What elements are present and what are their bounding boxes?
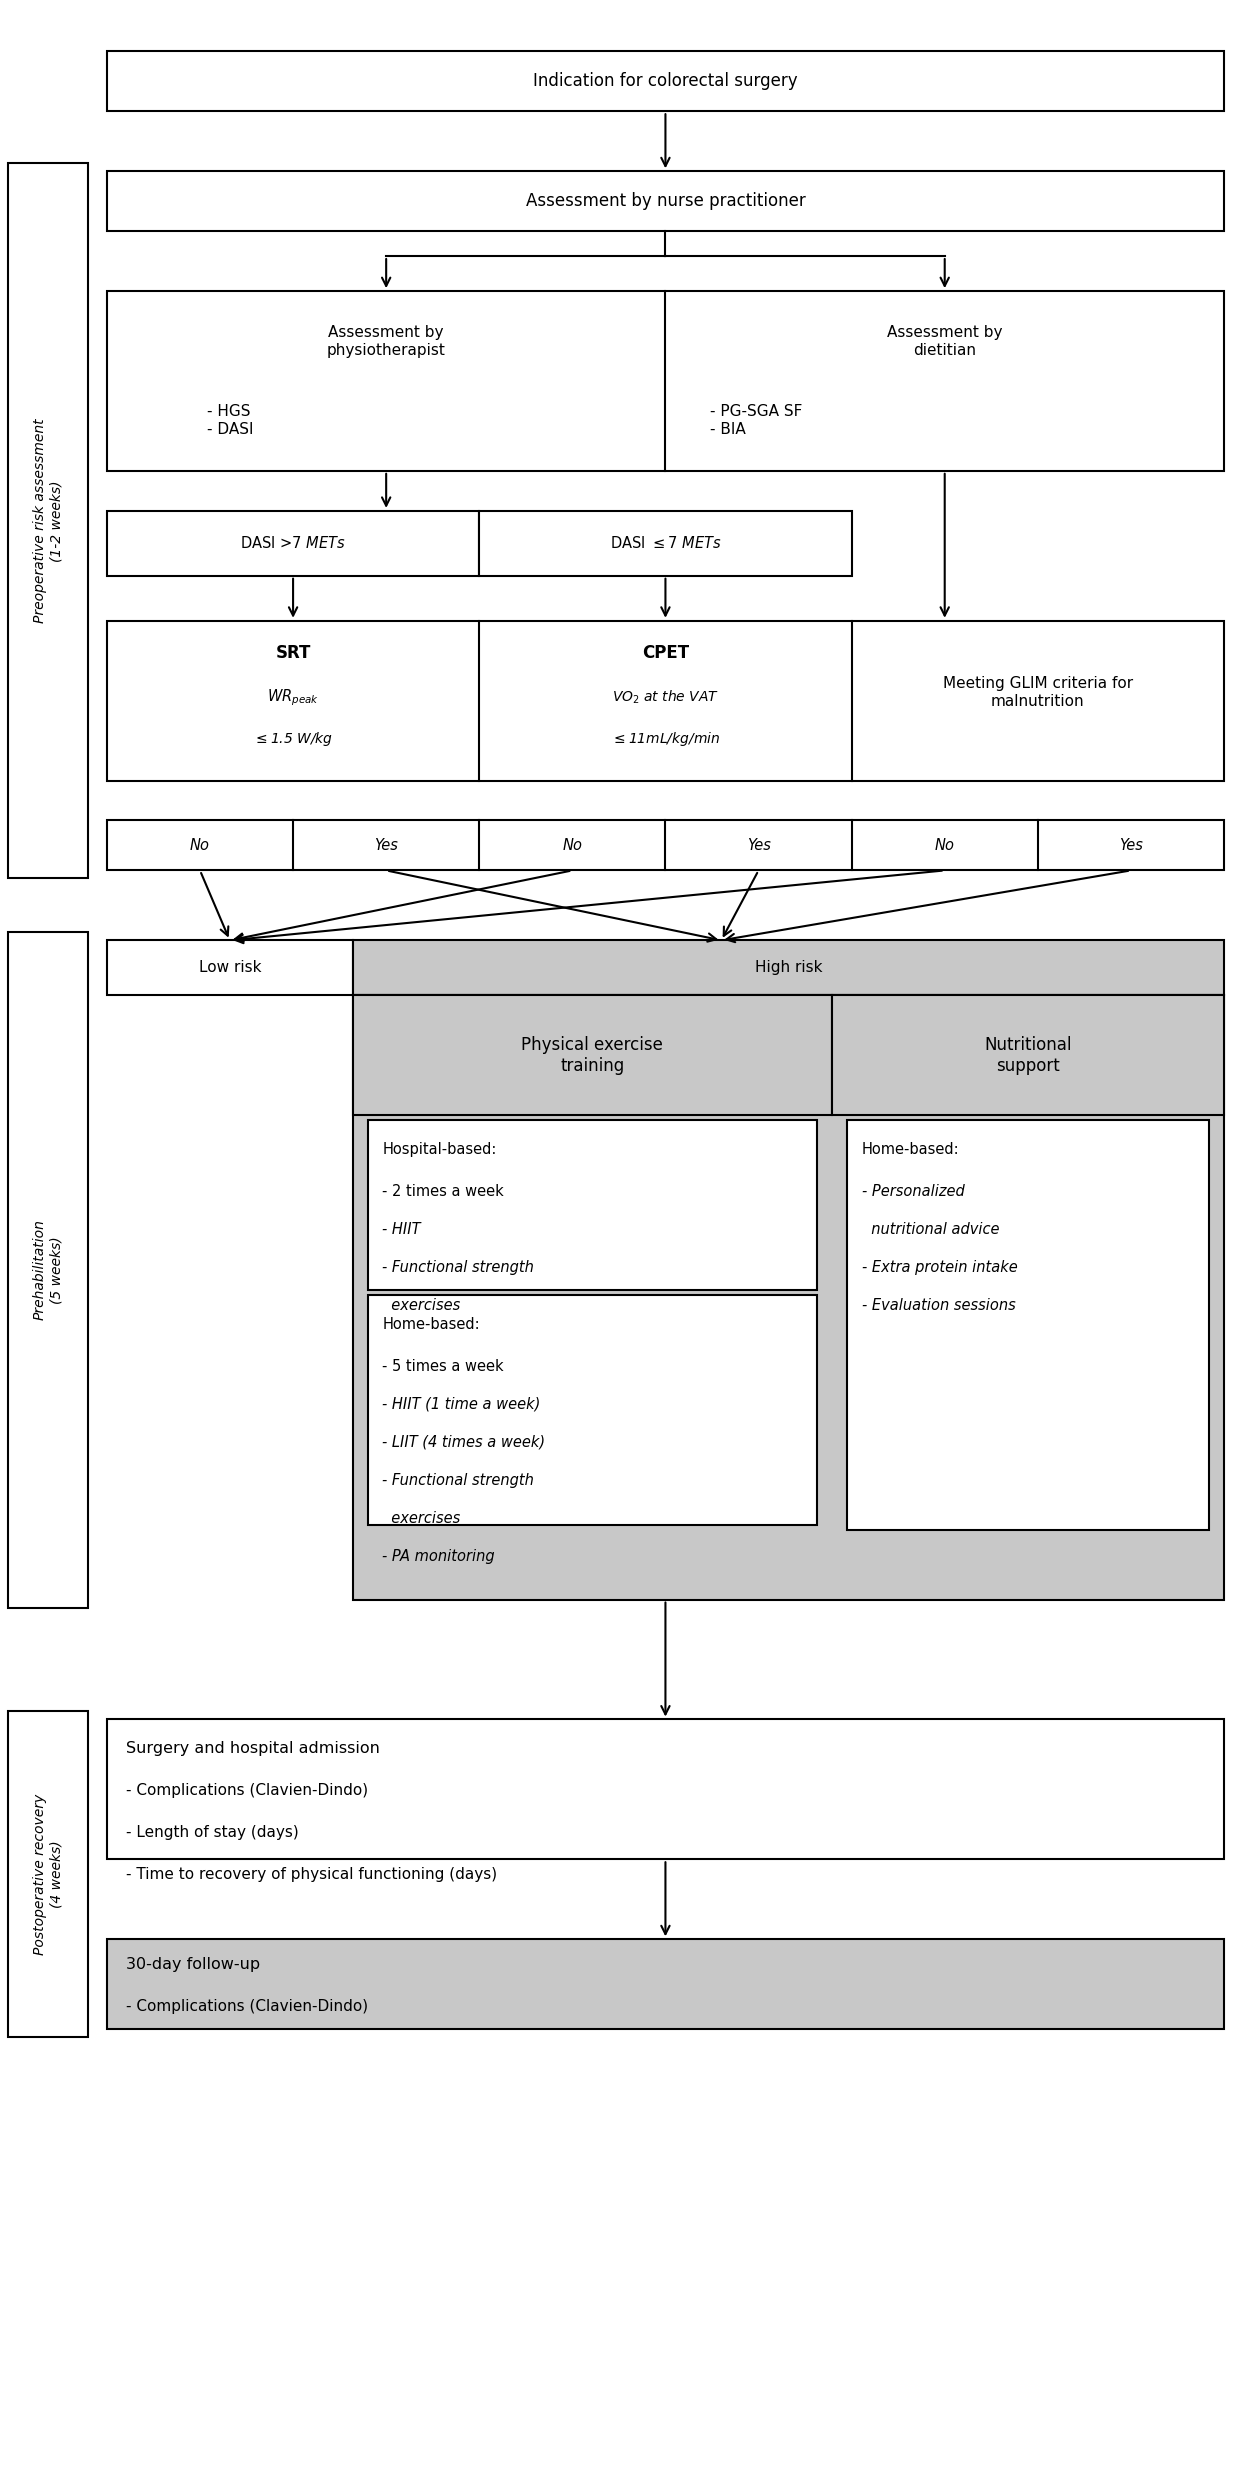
Bar [7,1711,88,2036]
Text: - Extra protein intake: - Extra protein intake [862,1260,1018,1275]
Text: $\leq$1.5 W/kg: $\leq$1.5 W/kg [253,729,333,749]
Bar [107,511,479,575]
Text: - PA monitoring: - PA monitoring [382,1548,495,1565]
Bar [107,171,1224,231]
Text: - HIIT: - HIIT [382,1223,420,1238]
Bar [367,1121,817,1290]
Text: No: No [190,838,210,853]
Text: - 5 times a week: - 5 times a week [382,1359,504,1374]
Text: - LIIT (4 times a week): - LIIT (4 times a week) [382,1436,546,1451]
Text: - PG-SGA SF
- BIA: - PG-SGA SF - BIA [710,404,802,436]
Text: nutritional advice: nutritional advice [862,1223,999,1238]
Text: - Complications (Clavien-Dindo): - Complications (Clavien-Dindo) [126,1999,368,2014]
Text: - HIIT (1 time a week): - HIIT (1 time a week) [382,1396,541,1411]
Text: Nutritional
support: Nutritional support [984,1037,1071,1074]
Text: Surgery and hospital admission: Surgery and hospital admission [126,1741,379,1756]
Text: 30-day follow-up: 30-day follow-up [126,1957,260,1972]
Text: Yes: Yes [746,838,770,853]
Text: Assessment by
dietitian: Assessment by dietitian [887,325,1003,357]
Text: $\it{WR}_{peak}$: $\it{WR}_{peak}$ [267,687,318,707]
Text: No: No [934,838,954,853]
Bar [352,940,1224,994]
Text: Hospital-based:: Hospital-based: [382,1143,496,1158]
Text: Low risk: Low risk [199,960,261,975]
Bar [107,1719,1224,1860]
Text: Home-based:: Home-based: [382,1317,480,1332]
Text: - Time to recovery of physical functioning (days): - Time to recovery of physical functioni… [126,1867,496,1882]
Bar [832,994,1224,1116]
Text: - Personalized: - Personalized [862,1183,964,1198]
Bar [7,164,88,878]
Text: - Functional strength: - Functional strength [382,1260,535,1275]
Bar [7,932,88,1607]
Bar [107,940,352,994]
Bar [107,290,1224,471]
Text: - Length of stay (days): - Length of stay (days) [126,1825,299,1840]
Text: Postoperative recovery
(4 weeks): Postoperative recovery (4 weeks) [32,1793,63,1954]
Bar [352,994,832,1116]
Text: No: No [562,838,582,853]
Text: - Evaluation sessions: - Evaluation sessions [862,1297,1015,1312]
Text: DASI >7 $\it{METs}$: DASI >7 $\it{METs}$ [240,536,346,551]
Bar [479,511,852,575]
Bar [107,52,1224,112]
Text: Indication for colorectal surgery: Indication for colorectal surgery [534,72,797,89]
Bar [107,1939,1224,2029]
Text: $\leq$11mL/kg/min: $\leq$11mL/kg/min [611,729,720,749]
Text: Home-based:: Home-based: [862,1143,959,1158]
Text: Yes: Yes [374,838,398,853]
Text: Prehabilitation
(5 weeks): Prehabilitation (5 weeks) [32,1220,63,1319]
Text: exercises: exercises [382,1510,460,1525]
Text: Meeting GLIM criteria for
malnutrition: Meeting GLIM criteria for malnutrition [943,677,1133,709]
Bar [367,1295,817,1525]
Text: Preoperative risk assessment
(1-2 weeks): Preoperative risk assessment (1-2 weeks) [32,419,63,622]
Bar [352,994,1224,1600]
Text: Yes: Yes [1118,838,1143,853]
Text: Assessment by
physiotherapist: Assessment by physiotherapist [327,325,445,357]
Text: Physical exercise
training: Physical exercise training [521,1037,663,1074]
Text: $\it{VO_2}$ at the VAT: $\it{VO_2}$ at the VAT [612,689,719,707]
Text: High risk: High risk [755,960,822,975]
Text: - 2 times a week: - 2 times a week [382,1183,504,1198]
Bar [107,620,1224,781]
Text: SRT: SRT [275,645,311,662]
Text: CPET: CPET [642,645,689,662]
Text: exercises: exercises [382,1297,460,1312]
Text: DASI $\leq$7 $\it{METs}$: DASI $\leq$7 $\it{METs}$ [610,536,722,551]
Bar [107,821,1224,870]
Text: - Functional strength: - Functional strength [382,1473,535,1488]
Bar [847,1121,1209,1530]
Text: Assessment by nurse practitioner: Assessment by nurse practitioner [525,191,805,211]
Text: - Complications (Clavien-Dindo): - Complications (Clavien-Dindo) [126,1783,368,1798]
Text: - HGS
- DASI: - HGS - DASI [208,404,254,436]
